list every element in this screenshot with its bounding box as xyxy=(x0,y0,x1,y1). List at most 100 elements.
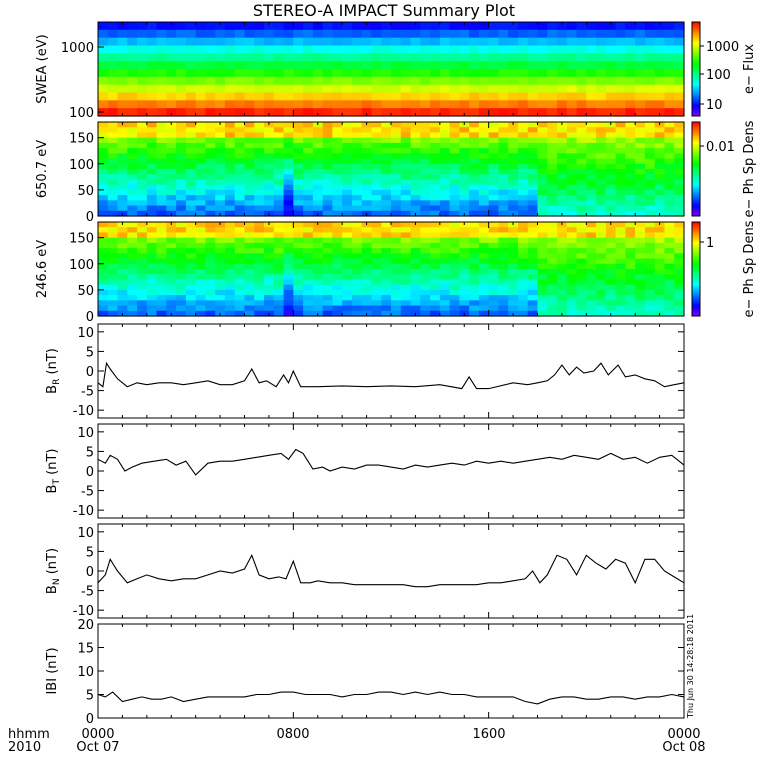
spectrogram-cell xyxy=(469,222,480,228)
spectrogram-cell xyxy=(381,305,392,312)
spectrogram-cell xyxy=(664,232,675,239)
spectrogram-cell xyxy=(381,263,392,270)
spectrogram-cell xyxy=(615,295,626,301)
spectrogram-cell xyxy=(508,232,519,239)
spectrogram-cell xyxy=(605,153,617,160)
spectrogram-cell xyxy=(254,45,265,54)
spectrogram-cell xyxy=(312,279,324,286)
spectrogram-cell xyxy=(137,163,148,170)
spectrogram-cell xyxy=(596,84,607,94)
spectrogram-cell xyxy=(498,61,509,70)
spectrogram-cell xyxy=(254,100,265,109)
spectrogram-cell xyxy=(664,279,675,286)
spectrogram-cell xyxy=(293,127,304,134)
spectrogram-cell xyxy=(664,169,675,175)
spectrogram-cell xyxy=(439,37,451,47)
spectrogram-cell xyxy=(596,108,607,117)
spectrogram-cell xyxy=(644,122,656,128)
spectrogram-cell xyxy=(137,45,148,54)
spectrogram-cell xyxy=(312,153,324,160)
spectrogram-cell xyxy=(332,37,343,47)
series-line-3 xyxy=(97,361,685,390)
spectrogram-cell xyxy=(322,37,333,47)
spectrogram-cell xyxy=(166,92,177,101)
spectrogram-cell xyxy=(176,37,187,47)
spectrogram-cell xyxy=(400,84,412,94)
spectrogram-cell xyxy=(283,100,294,109)
spectrogram-cell xyxy=(195,222,207,228)
spectrogram-cell xyxy=(322,279,333,286)
spectrogram-cell xyxy=(469,300,480,307)
spectrogram-cell xyxy=(527,205,539,212)
spectrogram-cell xyxy=(185,300,197,307)
spectrogram-cell xyxy=(156,61,167,70)
spectrogram-cell xyxy=(156,269,167,275)
spectrogram-cell xyxy=(342,29,353,39)
spectrogram-cell xyxy=(195,295,207,301)
spectrogram-cell xyxy=(224,127,236,134)
spectrogram-cell xyxy=(244,122,255,128)
spectrogram-cell xyxy=(478,142,490,149)
spectrogram-cell xyxy=(674,174,685,181)
spectrogram-cell xyxy=(381,122,392,128)
spectrogram-cell xyxy=(342,242,353,249)
spectrogram-cell xyxy=(400,205,412,212)
spectrogram-cell xyxy=(312,184,324,191)
spectrogram-cell xyxy=(371,295,382,301)
spectrogram-cell xyxy=(625,205,636,212)
spectrogram-cell xyxy=(449,269,460,275)
spectrogram-cell xyxy=(342,279,353,286)
spectrogram-cell xyxy=(234,189,246,196)
spectrogram-cell xyxy=(547,189,558,196)
spectrogram-cell xyxy=(654,289,666,296)
spectrogram-cell xyxy=(303,169,314,175)
colorbar-tick-label-2-0: 1 xyxy=(706,236,714,251)
spectrogram-cell xyxy=(332,295,343,301)
spectrogram-cell xyxy=(674,122,685,128)
spectrogram-cell xyxy=(576,61,587,70)
spectrogram-cell xyxy=(127,237,138,244)
spectrogram-cell xyxy=(361,227,373,234)
spectrogram-cell xyxy=(351,174,363,181)
spectrogram-cell xyxy=(185,84,197,94)
spectrogram-cell xyxy=(430,69,441,78)
spectrogram-cell xyxy=(381,69,392,78)
spectrogram-cell xyxy=(654,269,666,275)
spectrogram-cell xyxy=(254,76,265,86)
spectrogram-cell xyxy=(98,122,109,128)
spectrogram-cell xyxy=(664,122,675,128)
spectrogram-cell xyxy=(478,174,490,181)
spectrogram-cell xyxy=(205,127,216,134)
spectrogram-cell xyxy=(449,45,460,54)
spectrogram-cell xyxy=(635,132,646,139)
spectrogram-cell xyxy=(254,132,265,139)
spectrogram-cell xyxy=(283,242,294,249)
spectrogram-cell xyxy=(498,76,509,86)
spectrogram-cell xyxy=(273,158,285,165)
spectrogram-cell xyxy=(176,263,187,270)
spectrogram-cell xyxy=(527,195,539,201)
spectrogram-cell xyxy=(400,242,412,249)
spectrogram-cell xyxy=(342,237,353,244)
spectrogram-cell xyxy=(293,227,304,234)
spectrogram-cell xyxy=(146,269,158,275)
spectrogram-cell xyxy=(410,100,421,109)
spectrogram-cell xyxy=(654,179,666,186)
spectrogram-cell xyxy=(117,189,128,196)
spectrogram-cell xyxy=(98,61,109,70)
spectrogram-cell xyxy=(273,289,285,296)
spectrogram-cell xyxy=(469,232,480,239)
spectrogram-cell xyxy=(498,108,509,117)
spectrogram-cell xyxy=(351,269,363,275)
spectrogram-cell xyxy=(517,269,529,275)
spectrogram-cell xyxy=(342,222,353,228)
spectrogram-cell xyxy=(488,163,500,170)
spectrogram-cell xyxy=(596,127,607,134)
spectrogram-cell xyxy=(488,184,500,191)
spectrogram-cell xyxy=(674,300,685,307)
spectrogram-cell xyxy=(342,274,353,281)
spectrogram-cell xyxy=(517,205,529,212)
spectrogram-cell xyxy=(615,237,626,244)
spectrogram-cell xyxy=(391,274,402,281)
spectrogram-cell xyxy=(576,310,587,317)
